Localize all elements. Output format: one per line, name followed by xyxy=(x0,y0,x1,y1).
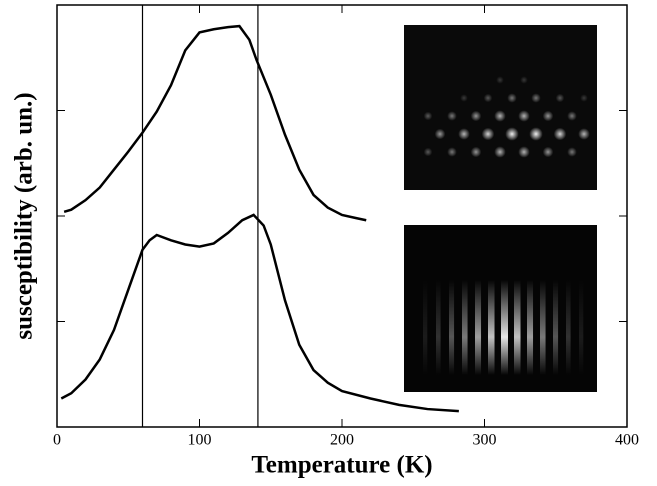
diffraction-streak xyxy=(462,280,468,375)
data-line xyxy=(60,213,459,413)
diffraction-streak xyxy=(488,280,495,375)
diffraction-spot xyxy=(481,127,495,141)
diffraction-spot xyxy=(505,127,519,141)
diffraction-streak xyxy=(579,280,584,375)
diffraction-streak xyxy=(553,280,559,375)
diffraction-spot xyxy=(458,128,470,140)
diffraction-streak xyxy=(501,280,508,375)
x-tick-label: 0 xyxy=(53,432,61,449)
diffraction-streak xyxy=(449,280,455,375)
diffraction-spot xyxy=(531,93,541,103)
diffraction-streak xyxy=(527,280,534,375)
diffraction-streak xyxy=(423,280,428,375)
data-line xyxy=(63,24,367,222)
diffraction-spot xyxy=(423,111,433,121)
diffraction-spot xyxy=(483,93,493,103)
diffraction-streak xyxy=(566,280,571,375)
diffraction-spot xyxy=(553,127,567,141)
x-tick-label: 300 xyxy=(473,432,497,449)
diffraction-spot xyxy=(580,94,588,102)
y-axis-title: susceptibility (arb. un.) xyxy=(11,92,38,339)
x-tick-label: 400 xyxy=(615,432,639,449)
inset-image-top xyxy=(404,25,597,190)
diffraction-spot xyxy=(507,93,517,103)
diffraction-spot xyxy=(542,146,554,158)
x-axis-title: Temperature (K) xyxy=(251,452,432,479)
diffraction-spot xyxy=(567,147,577,157)
diffraction-spot xyxy=(494,110,506,122)
diffraction-spot xyxy=(518,110,530,122)
diffraction-spot xyxy=(496,76,504,84)
diffraction-spot xyxy=(520,76,528,84)
x-tick-label: 100 xyxy=(188,432,212,449)
diffraction-spot xyxy=(529,127,543,141)
diffraction-spot xyxy=(542,110,554,122)
diffraction-spot xyxy=(567,111,577,121)
diffraction-spot xyxy=(470,146,482,158)
diffraction-streak xyxy=(514,280,521,375)
diffraction-spot xyxy=(555,93,565,103)
diffraction-spot xyxy=(434,128,446,140)
diffraction-streak xyxy=(436,280,441,375)
diffraction-spot xyxy=(578,128,590,140)
diffraction-streak xyxy=(540,280,546,375)
x-tick-label: 200 xyxy=(330,432,354,449)
diffraction-spot xyxy=(447,147,457,157)
diffraction-streak xyxy=(475,280,482,375)
diffraction-spot xyxy=(518,146,530,158)
diffraction-spot xyxy=(460,94,468,102)
diffraction-spot xyxy=(447,111,457,121)
diffraction-spot xyxy=(494,146,506,158)
inset-image-bottom xyxy=(404,225,597,392)
diffraction-spot xyxy=(423,147,433,157)
diffraction-spot xyxy=(470,110,482,122)
